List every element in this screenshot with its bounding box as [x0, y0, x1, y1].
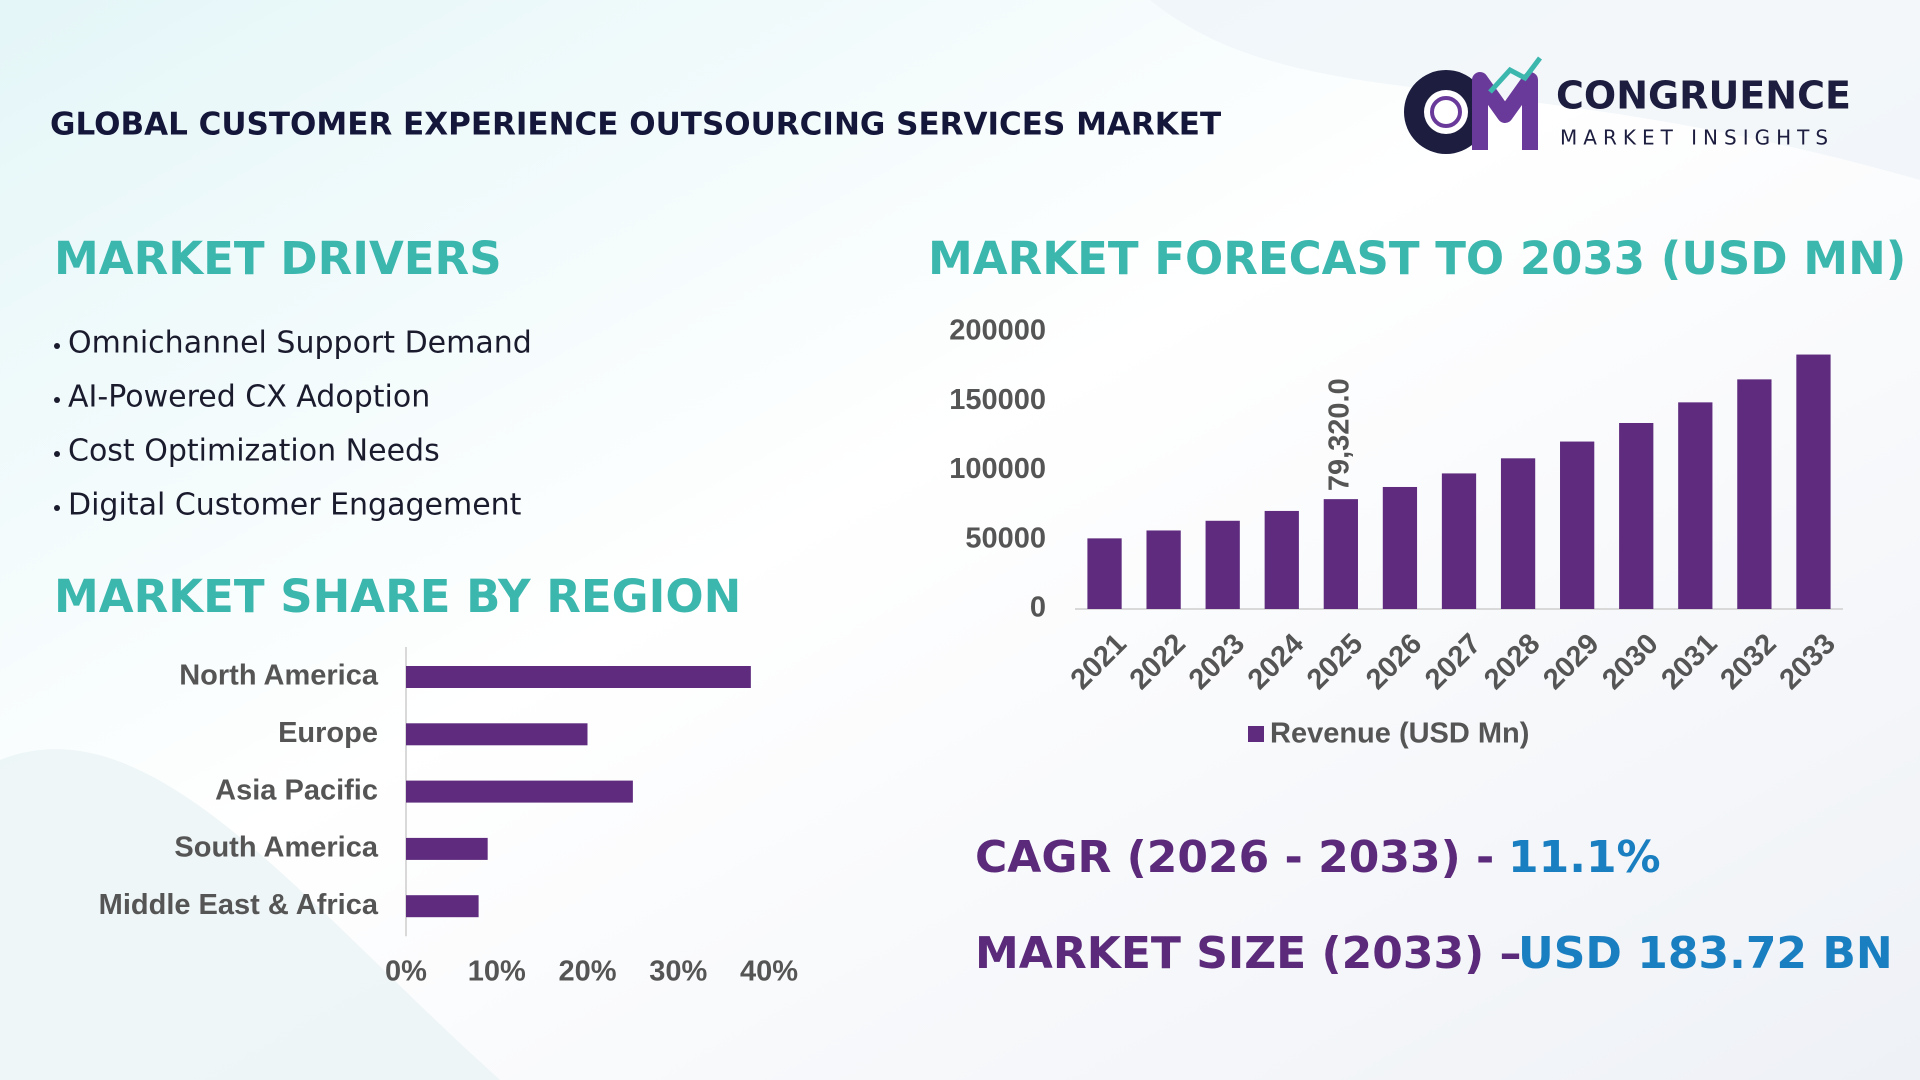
y-tick-label: 150000 [949, 384, 1046, 416]
bar [1678, 402, 1713, 609]
bar [1619, 422, 1654, 609]
page-title: GLOBAL CUSTOMER EXPERIENCE OUTSOURCING S… [50, 107, 1221, 143]
logo-name: CONGRUENCE [1556, 74, 1851, 118]
driver-list: Omnichannel Support Demand AI-Powered CX … [54, 326, 532, 523]
x-tick-label: 20% [558, 956, 616, 988]
driver-item: Cost Optimization Needs [68, 434, 440, 469]
y-tick-label: 200000 [949, 315, 1046, 347]
chart-title: MARKET FORECAST TO 2033 (USD MN) [928, 232, 1906, 285]
market-size-label: MARKET SIZE (2033) – [975, 928, 1522, 979]
y-tick-label: 50000 [965, 522, 1046, 554]
bar [1087, 538, 1122, 609]
y-tick-label: South America [174, 832, 378, 864]
bar [1560, 441, 1595, 609]
bar [1500, 458, 1536, 609]
y-tick-label: Middle East & Africa [99, 889, 379, 921]
section-heading: MARKET DRIVERS [54, 232, 502, 285]
bar [1146, 530, 1181, 609]
bar [1323, 499, 1358, 609]
bar [406, 895, 479, 918]
logo-arrow [1488, 56, 1542, 94]
y-tick-label: North America [179, 660, 379, 692]
bar [406, 837, 488, 860]
bullet [54, 343, 60, 349]
y-tick-label: 100000 [949, 453, 1046, 485]
bar [1382, 486, 1418, 609]
data-label: 79,320.0 [1324, 378, 1356, 491]
cagr-value: 11.1% [1508, 832, 1661, 883]
driver-item: AI-Powered CX Adoption [68, 380, 430, 415]
y-tick-label: 0 [1030, 592, 1046, 624]
bar [1796, 354, 1831, 609]
bar [1737, 379, 1772, 609]
legend-label: Revenue (USD Mn) [1270, 718, 1529, 750]
bar [1441, 473, 1477, 609]
bar [406, 780, 633, 803]
logo-m [1472, 72, 1538, 150]
x-tick-label: 40% [740, 956, 798, 988]
bullet [54, 451, 60, 457]
chart-title: MARKET SHARE BY REGION [54, 570, 741, 623]
logo-tagline: MARKET INSIGHTS [1560, 126, 1834, 150]
bar [1264, 510, 1299, 609]
bullet [54, 505, 60, 511]
y-tick-label: Europe [278, 717, 378, 749]
driver-item: Omnichannel Support Demand [68, 326, 532, 361]
background-wave [0, 749, 500, 1080]
bullet [54, 397, 60, 403]
logo: CONGRUENCE MARKET INSIGHTS [1404, 56, 1851, 154]
driver-item: Digital Customer Engagement [68, 488, 522, 523]
y-tick-label: Asia Pacific [215, 774, 378, 806]
bar [406, 666, 751, 688]
logo-globe [1430, 96, 1462, 128]
bar [406, 723, 588, 746]
cagr-label: CAGR (2026 - 2033) - [975, 832, 1494, 883]
x-tick-label: 0% [385, 956, 427, 988]
x-tick-label: 10% [468, 956, 526, 988]
bar [1205, 520, 1240, 609]
market-size-value: USD 183.72 BN [1518, 928, 1893, 979]
legend-swatch [1248, 726, 1264, 742]
x-tick-label: 30% [649, 956, 707, 988]
region-chart: 0% 10% 20% 30% 40% North America Europe Asia Pa… [99, 647, 798, 988]
